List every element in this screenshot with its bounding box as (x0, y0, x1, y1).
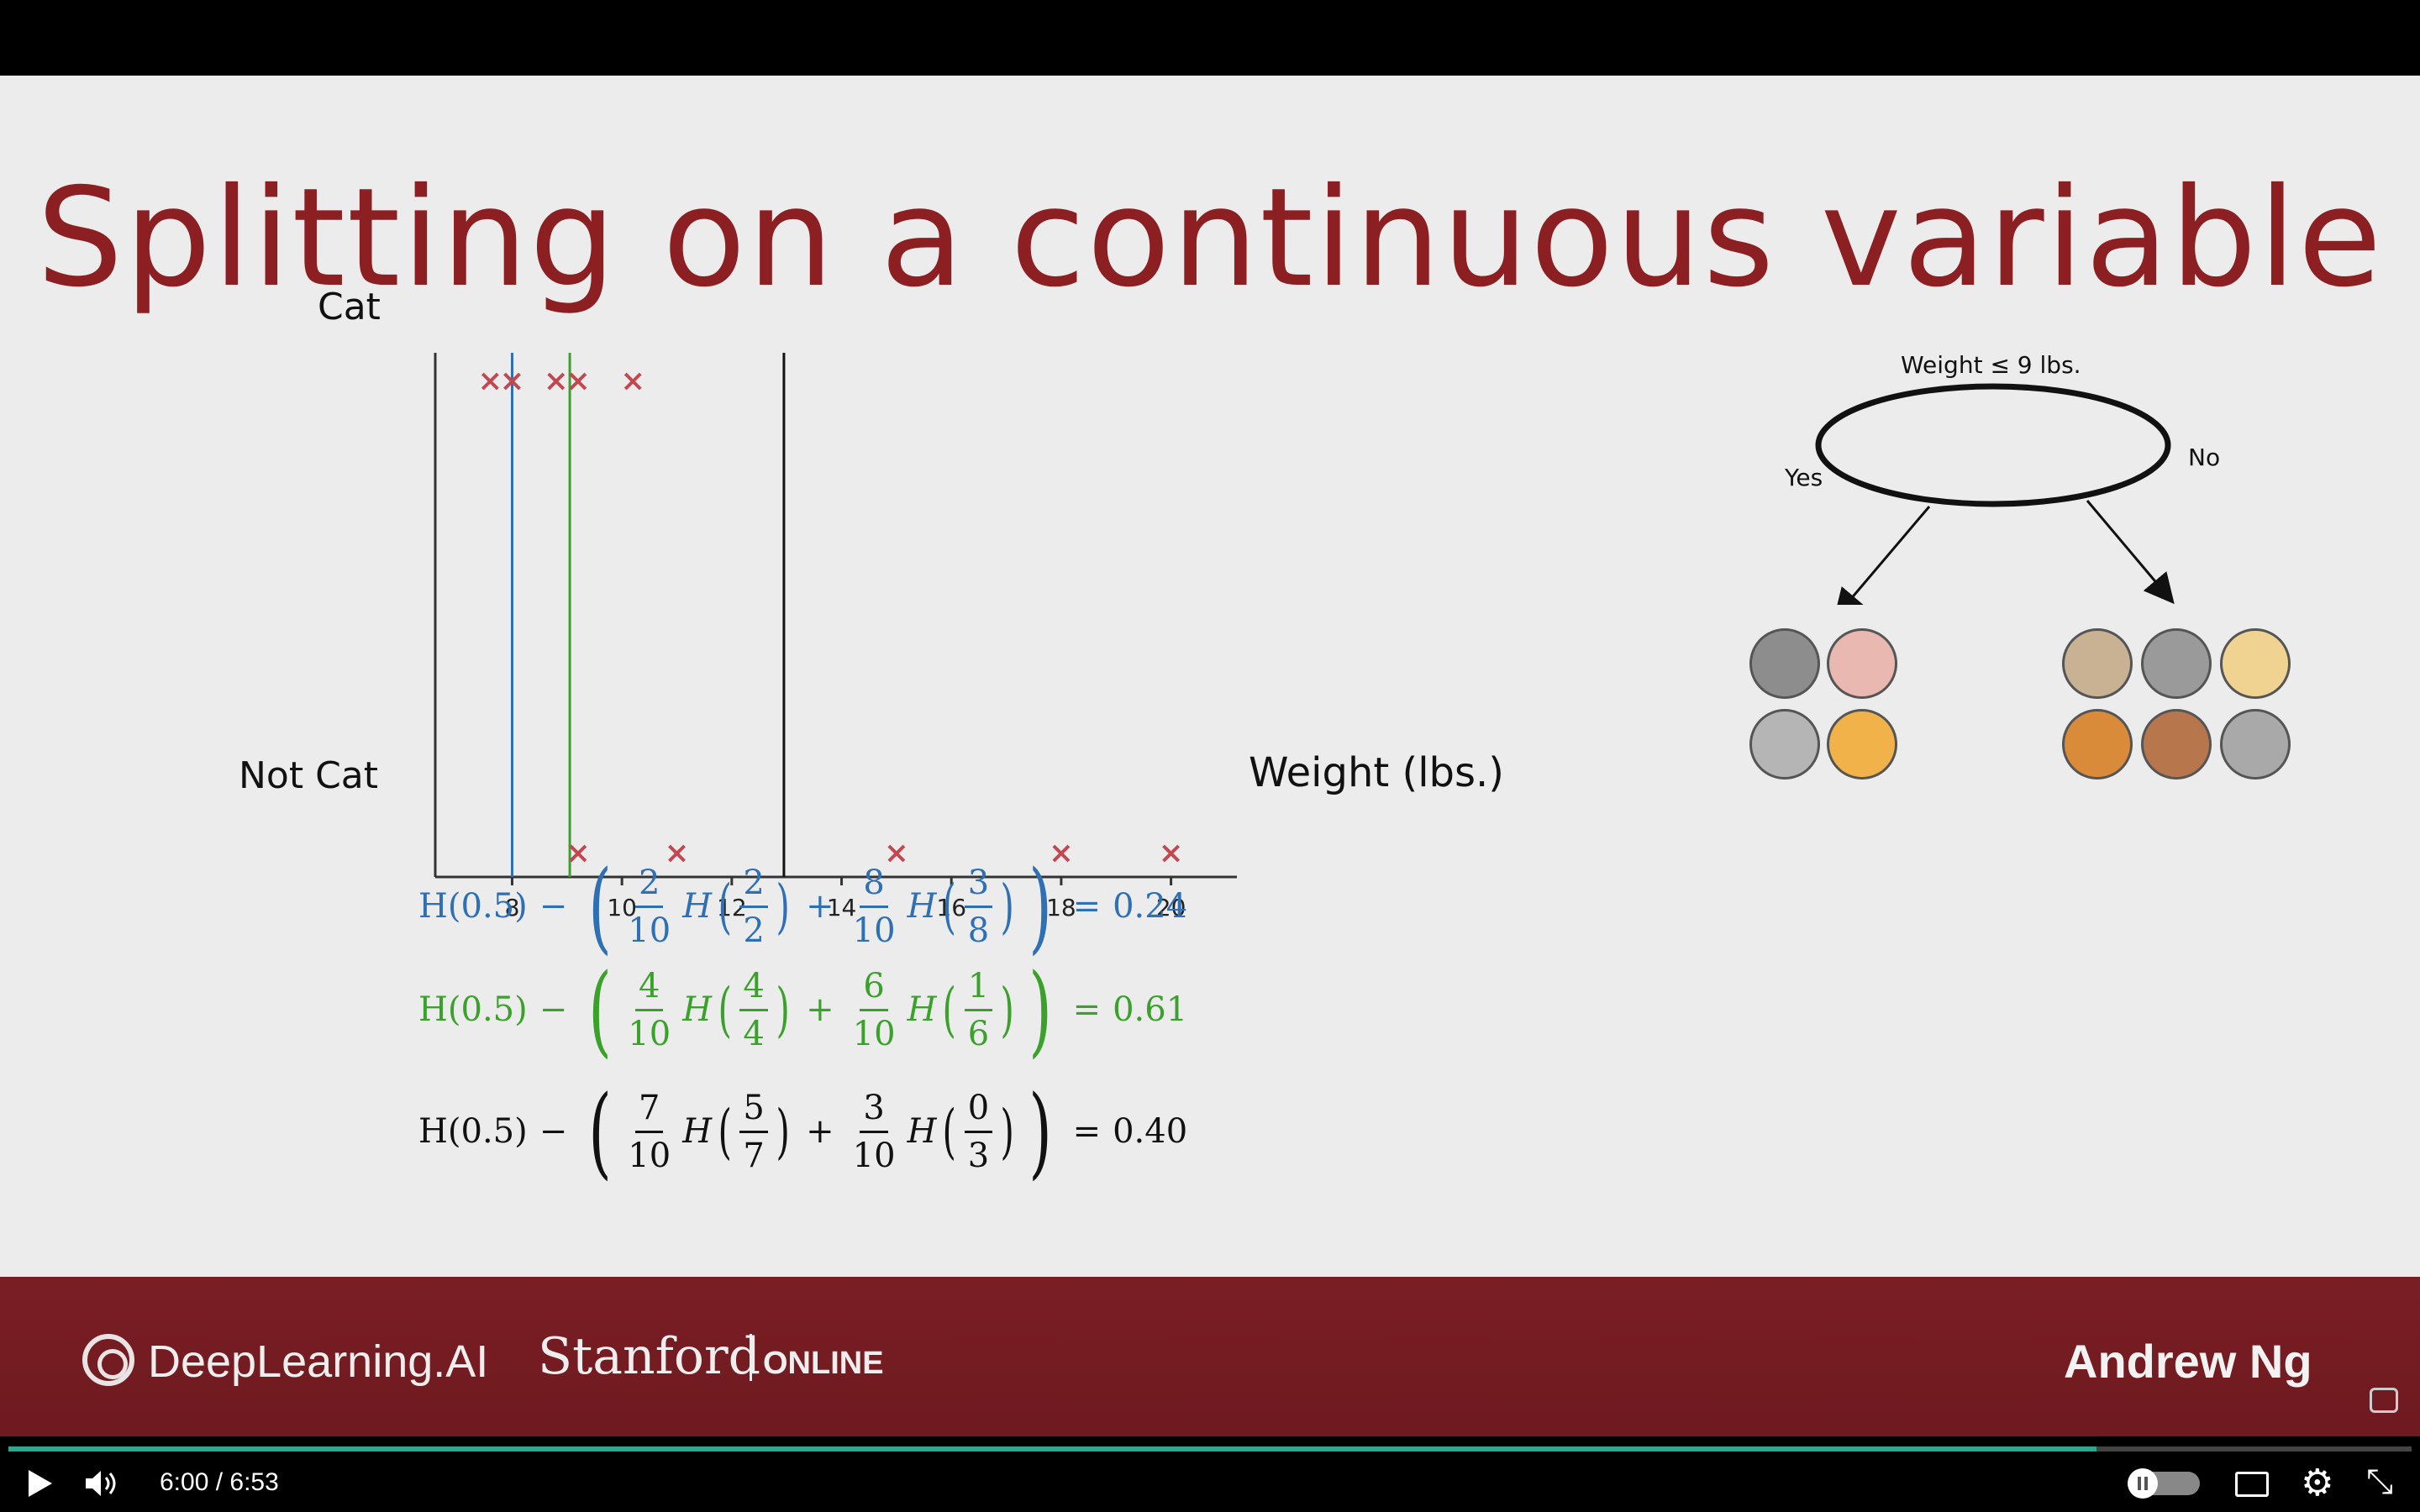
fraction-c: 3 10 (852, 1088, 896, 1175)
point-not-cat (887, 844, 906, 863)
formula-prefix: H(0.5) (418, 1112, 528, 1151)
point-cat (623, 372, 642, 391)
no-branch-arrow (2086, 500, 2175, 605)
deeplearning-logo-icon (82, 1334, 134, 1386)
equals-sign: = (1072, 887, 1102, 926)
progress-fill (8, 1446, 2097, 1452)
x-axis-label: Weight (lbs.) (1249, 749, 1505, 796)
pink-cat-icon (1827, 628, 1897, 699)
decision-tree-diagram (1815, 383, 2175, 605)
entropy-h: H (907, 990, 937, 1029)
grey-cat-icon (1749, 628, 1820, 699)
stanford-brand: Stanford (538, 1327, 761, 1386)
point-cat (547, 372, 566, 391)
fraction-a: 4 10 (628, 966, 671, 1053)
point-not-cat (1162, 844, 1181, 863)
point-cat (569, 372, 587, 391)
brand-divider (750, 1334, 752, 1381)
x-tick-label: 10 (607, 894, 637, 921)
captions-icon[interactable] (2235, 1472, 2269, 1497)
formula-prefix: H(0.5) (418, 990, 528, 1029)
course-banner (0, 1277, 2420, 1436)
minus-sign: − (539, 990, 568, 1029)
entropy-h: H (682, 990, 713, 1029)
point-cat (481, 372, 499, 391)
equals-sign: = (1072, 1112, 1102, 1151)
point-not-cat (569, 844, 587, 863)
fraction-c: 8 10 (852, 863, 896, 950)
plus-sign: + (806, 1112, 834, 1151)
fraction-c: 6 10 (852, 966, 896, 1053)
transcript-toggle-icon[interactable] (2370, 1388, 2398, 1413)
lecture-slide: Splitting on a continuous variable (0, 76, 2420, 1277)
minus-sign: − (539, 887, 568, 926)
weight-scatter-chart: 8 10 12 14 16 18 20 (434, 353, 1237, 921)
top-letterbox (0, 0, 2420, 76)
progress-bar[interactable] (8, 1446, 2412, 1452)
orange-cat-icon (1827, 709, 1897, 780)
slide-title: Splitting on a continuous variable (36, 160, 2384, 318)
play-button[interactable] (29, 1470, 52, 1497)
plus-sign: + (806, 990, 834, 1029)
time-display: 6:00 / 6:53 (160, 1468, 279, 1496)
plus-sign: + (806, 887, 834, 926)
grey-cat-icon (2141, 628, 2212, 699)
point-not-cat (1052, 844, 1071, 863)
x-tick-label: 12 (717, 894, 747, 921)
entropy-h: H (682, 887, 713, 926)
x-tick-label: 18 (1046, 894, 1076, 921)
tree-node-label: Weight ≤ 9 lbs. (1901, 351, 2081, 379)
formula-result: 0.40 (1113, 1112, 1188, 1151)
x-tick-label: 8 (505, 894, 520, 921)
x-tick-label: 16 (936, 894, 966, 921)
y-label-not-cat: Not Cat (239, 754, 379, 797)
volume-icon[interactable] (84, 1468, 121, 1499)
fraction-a: 7 10 (628, 1088, 671, 1175)
grey-dog-icon (2220, 709, 2291, 780)
gear-icon[interactable]: ⚙ (2301, 1462, 2334, 1504)
point-not-cat (668, 844, 686, 863)
formula-result: 0.61 (1113, 990, 1188, 1029)
entropy-h: H (907, 887, 937, 926)
collapse-icon[interactable]: ⤡ (2366, 1462, 2393, 1501)
yellow-dog-icon (2220, 628, 2291, 699)
pug-dog-icon (2062, 628, 2133, 699)
fraction-a: 2 10 (628, 863, 671, 950)
orange-cat-icon (2062, 709, 2133, 780)
formula-result: 0.24 (1113, 887, 1188, 926)
minus-sign: − (539, 1112, 568, 1151)
x-tick-label: 20 (1156, 894, 1186, 921)
entropy-h: H (907, 1112, 937, 1151)
formula-prefix: H(0.5) (418, 887, 528, 926)
y-label-cat: Cat (318, 286, 381, 328)
x-tick-label: 14 (827, 894, 857, 921)
no-branch-label: No (2188, 444, 2221, 471)
instructor-name: Andrew Ng (2064, 1335, 2312, 1388)
online-brand: ONLINE (763, 1346, 884, 1381)
brown-dog-icon (2141, 709, 2212, 780)
point-cat (503, 372, 521, 391)
equals-sign: = (1072, 990, 1102, 1029)
entropy-h: H (682, 1112, 713, 1151)
tree-node-ellipse (1815, 383, 2171, 507)
yes-branch-label: Yes (1785, 464, 1823, 491)
deeplearning-brand: DeepLearning.AI (148, 1336, 489, 1387)
pause-icon[interactable] (2128, 1468, 2158, 1499)
yes-branch-arrow (1833, 506, 1931, 605)
white-cat-icon (1749, 709, 1820, 780)
